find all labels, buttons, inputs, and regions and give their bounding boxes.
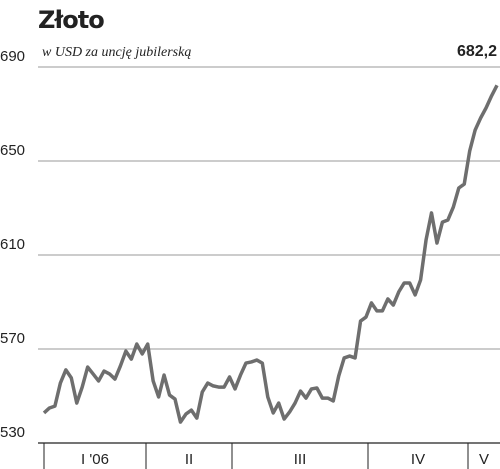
y-tick-label: 570 bbox=[0, 330, 25, 347]
y-tick-label: 690 bbox=[0, 48, 25, 65]
price-line bbox=[42, 84, 499, 424]
chart-title: Złoto bbox=[38, 6, 104, 34]
chart-subtitle: w USD za uncję jubilerską bbox=[42, 45, 191, 60]
y-tick-label: 530 bbox=[0, 424, 25, 441]
x-tick-label: II bbox=[185, 451, 193, 468]
x-tick-label: IV bbox=[411, 451, 425, 468]
x-tick-label: V bbox=[479, 451, 489, 468]
value-label: 682,2 bbox=[457, 43, 497, 60]
x-tick-label: I '06 bbox=[81, 451, 109, 468]
y-tick-label: 650 bbox=[0, 142, 25, 159]
x-tick-label: III bbox=[294, 451, 307, 468]
y-tick-label: 610 bbox=[0, 236, 25, 253]
